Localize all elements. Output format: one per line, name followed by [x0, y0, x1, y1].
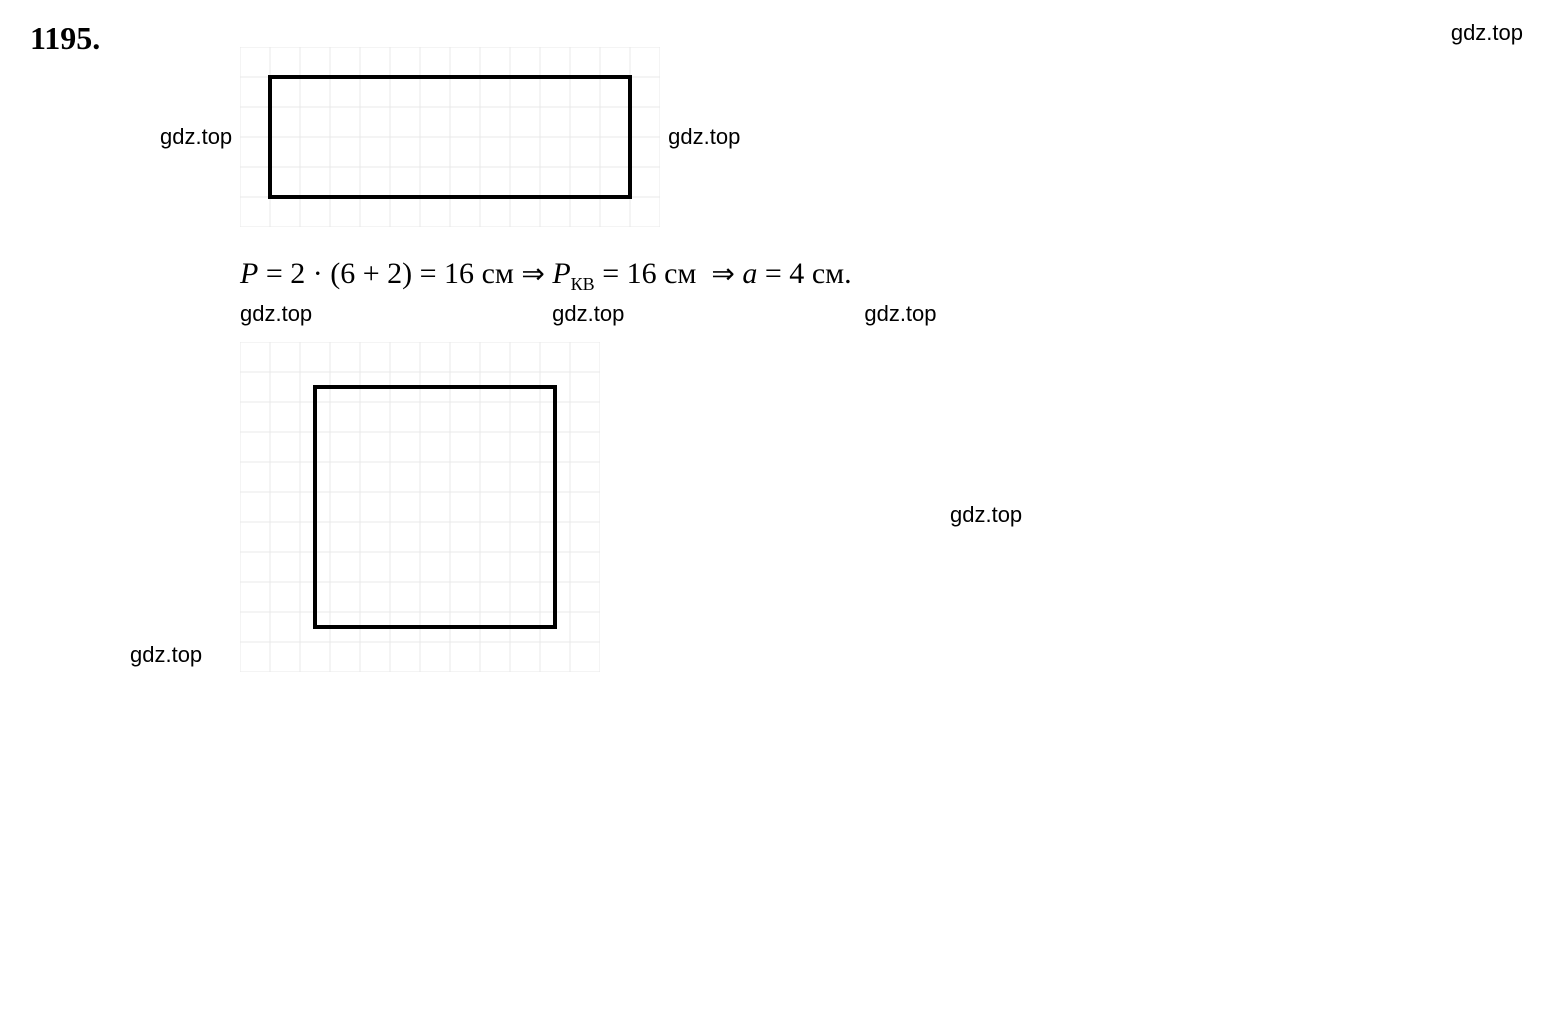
eq-part3: = 4 [757, 257, 811, 290]
watermark-under-eq-2: gdz.top [552, 301, 624, 327]
watermark-top-right: gdz.top [1451, 20, 1523, 46]
eq-part1: = 2 · (6 + 2) = 16 [258, 257, 481, 290]
equation: P = 2 · (6 + 2) = 16 см ⇒ PКВ = 16 см ⇒ … [30, 257, 1523, 295]
problem-number: 1195. [30, 20, 100, 57]
var-Pkv: P [552, 257, 570, 290]
watermark-rect-left: gdz.top [160, 124, 232, 150]
square-figure [240, 342, 600, 672]
sub-kv: КВ [571, 274, 595, 294]
rectangle-figure [240, 47, 660, 227]
watermark-rect-right: gdz.top [668, 124, 740, 150]
arrow2: ⇒ [711, 259, 734, 290]
var-P: P [240, 257, 258, 290]
watermark-under-eq-1: gdz.top [240, 301, 312, 327]
watermark-right-of-square: gdz.top [950, 502, 1022, 528]
arrow1: ⇒ [521, 259, 544, 290]
eq-end: . [844, 257, 852, 290]
watermark-under-eq-3: gdz.top [864, 301, 936, 327]
unit3: см [812, 257, 844, 290]
unit2: см [664, 257, 696, 290]
var-a: a [742, 257, 757, 290]
unit1: см [482, 257, 514, 290]
eq-part2: = 16 [595, 257, 664, 290]
